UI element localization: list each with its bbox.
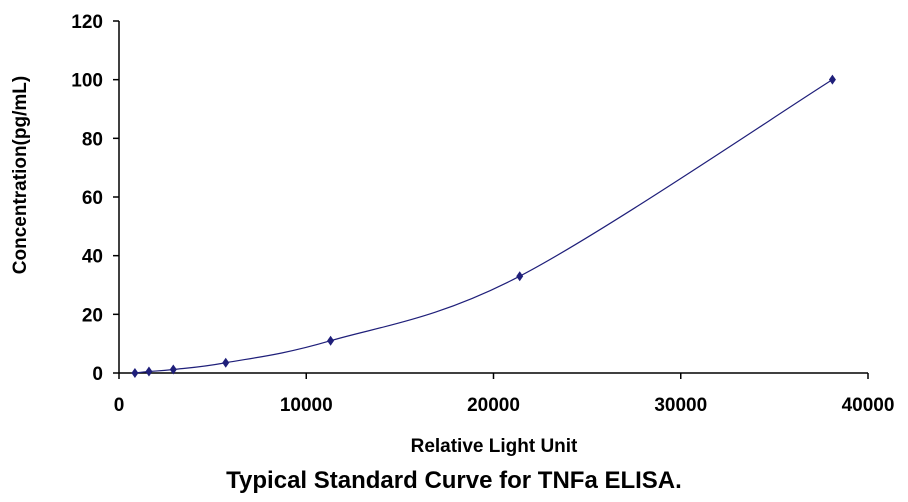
y-tick-label: 100	[71, 71, 103, 92]
x-axis: 0 10000 20000 30000 40000	[114, 372, 895, 416]
y-tick-label: 120	[71, 12, 103, 33]
data-points	[131, 74, 836, 378]
data-point	[516, 271, 524, 282]
x-tick-label: 10000	[280, 395, 333, 416]
data-point	[828, 74, 836, 85]
x-tick-label: 20000	[467, 395, 520, 416]
y-tick-label: 60	[82, 188, 103, 209]
x-axis-title: Relative Light Unit	[411, 436, 578, 457]
x-tick-label: 40000	[842, 395, 895, 416]
data-point	[327, 335, 335, 346]
data-point	[131, 368, 139, 378]
chart-caption: Typical Standard Curve for TNFa ELISA.	[226, 467, 682, 494]
fitted-curve	[134, 79, 833, 374]
data-point	[145, 366, 153, 377]
data-point	[169, 364, 177, 375]
y-axis: 0 20 40 60 80 100 120	[71, 12, 120, 385]
x-tick-label: 30000	[654, 395, 707, 416]
y-tick-label: 0	[92, 364, 103, 385]
y-tick-label: 40	[82, 247, 103, 268]
x-tick-label: 0	[114, 395, 125, 416]
y-axis-title: Concentration(pg/mL)	[10, 76, 31, 274]
data-point	[222, 357, 230, 368]
y-tick-label: 20	[82, 305, 103, 326]
y-tick-label: 80	[82, 129, 103, 150]
